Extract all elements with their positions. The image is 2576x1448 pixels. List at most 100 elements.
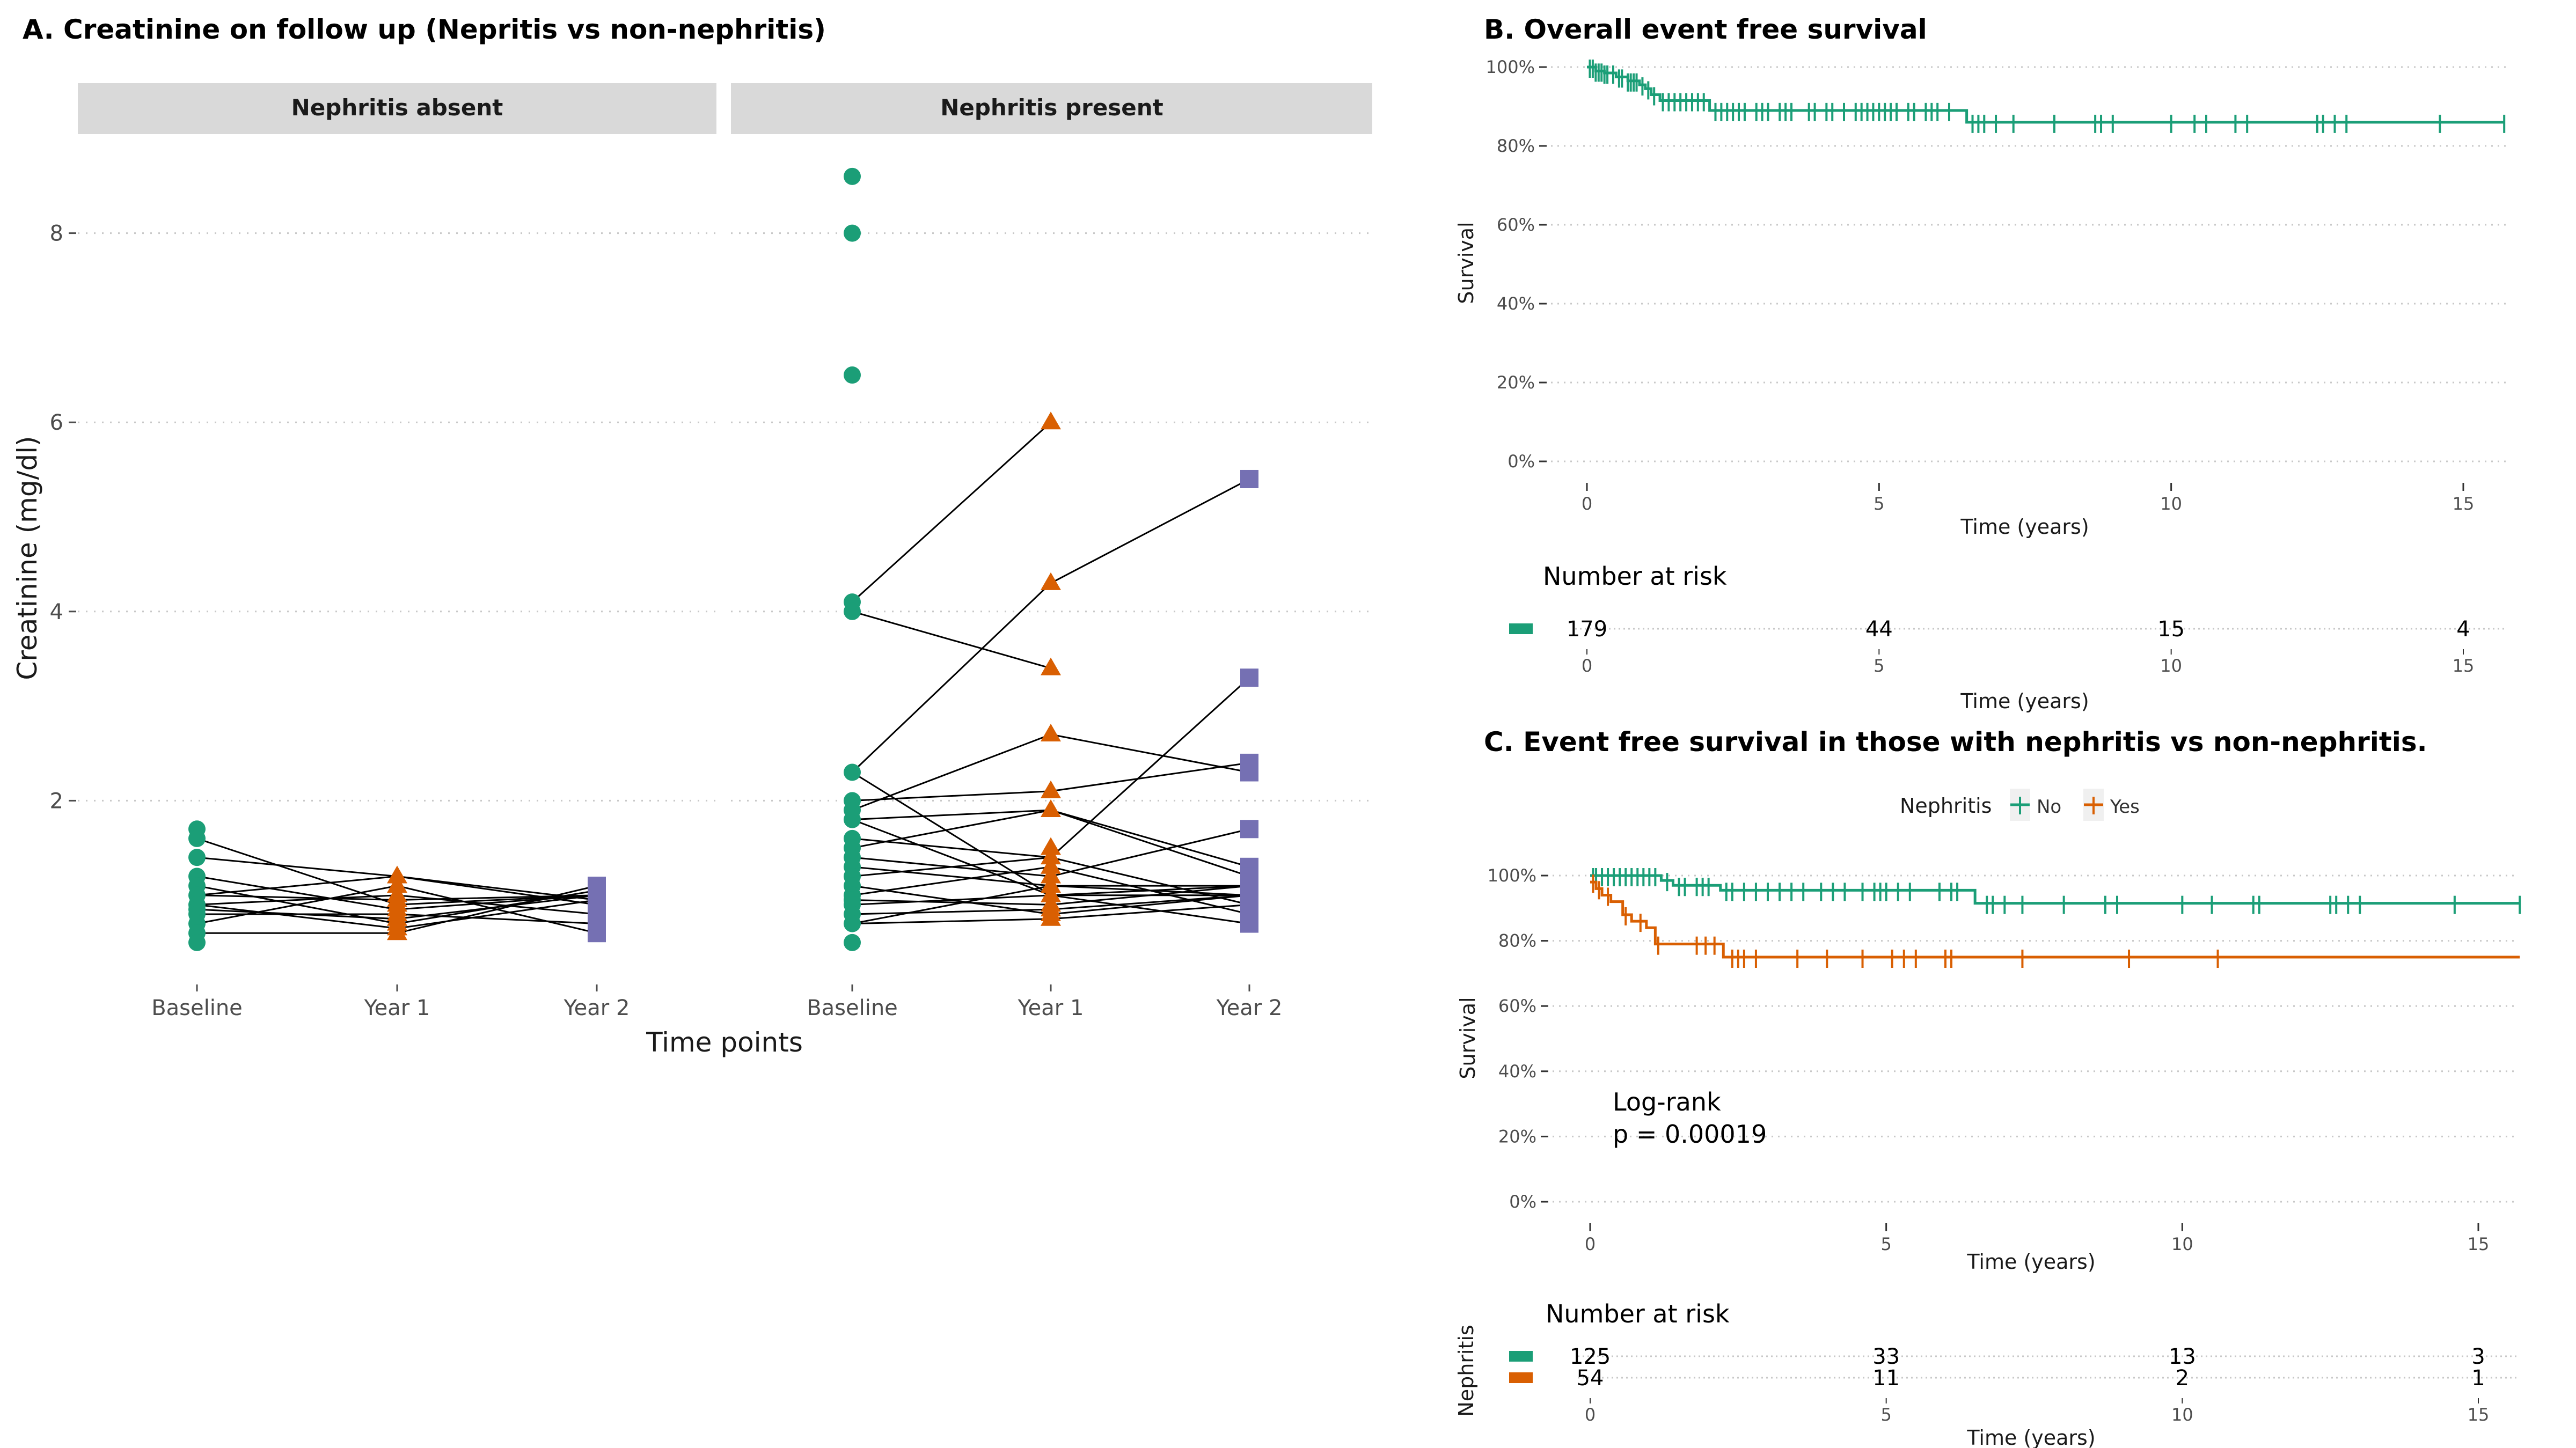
risk-x-tick-label: 0	[1585, 1405, 1596, 1425]
y-tick-label: 6	[50, 410, 63, 435]
panel-a-points	[188, 167, 1258, 951]
x-tick-label: 10	[2160, 494, 2182, 514]
x-tick-label: 15	[2453, 494, 2475, 514]
point-baseline	[844, 915, 861, 932]
point-year1	[1041, 908, 1061, 926]
panel-b-xlabel: Time (years)	[1960, 515, 2089, 539]
legend-label-no: No	[2037, 796, 2061, 818]
x-tick-label: Baseline	[807, 996, 898, 1020]
x-tick-label: 15	[2468, 1234, 2490, 1254]
panel-c-risk-table: 125 33 13 354 11 2 10 5 10 15	[1509, 1344, 2517, 1425]
point-year1	[1041, 780, 1061, 798]
km-curve-yes	[1590, 880, 2520, 959]
y-tick-label: 80%	[1497, 136, 1535, 156]
y-tick-label: 100%	[1486, 57, 1535, 77]
point-baseline	[844, 602, 861, 620]
y-tick-label: 100%	[1488, 865, 1536, 886]
point-baseline	[844, 224, 861, 242]
risk-count: 125	[1570, 1344, 1611, 1369]
risk-count: 3	[2471, 1344, 2485, 1369]
y-tick-label: 0%	[1509, 1192, 1536, 1212]
panel-c-risk-title: Number at risk	[1546, 1299, 1730, 1328]
x-tick-label: Baseline	[151, 996, 243, 1020]
point-year2	[1240, 820, 1258, 839]
point-year2	[1240, 668, 1258, 687]
panel-b-title: B. Overall event free survival	[1484, 14, 1927, 45]
point-baseline	[844, 366, 861, 384]
panel-c-legend: Nephritis No Yes	[1900, 789, 2140, 821]
x-tick-label: Year 1	[364, 996, 430, 1020]
facet-strip-absent	[78, 83, 716, 134]
risk-x-tick-label: 15	[2468, 1405, 2490, 1425]
point-year1	[1041, 799, 1061, 818]
trajectory-line	[852, 611, 1051, 670]
legend-key-yes-icon	[2084, 797, 2103, 814]
point-year1	[1041, 847, 1061, 865]
y-tick-label: 80%	[1498, 931, 1536, 951]
x-tick-label: 5	[1880, 1234, 1891, 1254]
point-year2	[1240, 763, 1258, 782]
risk-row-key	[1509, 1372, 1533, 1383]
panel-b-ylabel: Survival	[1454, 222, 1478, 304]
point-year1	[1041, 723, 1061, 741]
y-tick-label: 8	[50, 222, 63, 246]
risk-x-tick-label: 0	[1582, 656, 1592, 676]
trajectory-line	[851, 422, 1052, 603]
point-baseline	[188, 829, 206, 847]
point-year2	[1240, 914, 1258, 933]
point-year1	[1041, 572, 1061, 590]
risk-count: 1	[2471, 1366, 2485, 1391]
risk-x-tick-label: 10	[2160, 656, 2182, 676]
risk-count: 179	[1567, 617, 1607, 642]
x-tick-label: Year 2	[564, 996, 630, 1020]
x-tick-label: Year 2	[1216, 996, 1283, 1020]
risk-count: 54	[1577, 1366, 1604, 1391]
risk-count: 15	[2157, 617, 2185, 642]
risk-row-key	[1509, 1351, 1533, 1362]
legend-label-yes: Yes	[2110, 796, 2140, 818]
risk-x-tick-label: 5	[1874, 656, 1884, 676]
trajectory-line	[852, 677, 1250, 858]
panel-c-ylabel: Survival	[1456, 997, 1480, 1079]
panel-c-xlabel: Time (years)	[1966, 1250, 2095, 1274]
panel-c-plot: 0% 20% 40% 60% 80% 100% 0 5 10 15	[1488, 865, 2521, 1254]
risk-x-tick-label: 5	[1880, 1405, 1891, 1425]
point-year1	[387, 865, 407, 884]
legend-title: Nephritis	[1900, 794, 1992, 818]
y-tick-label: 20%	[1497, 372, 1535, 393]
km-curve-all	[1587, 65, 2505, 124]
risk-row-key	[1509, 623, 1533, 634]
logrank-pvalue: p = 0.00019	[1613, 1120, 1767, 1149]
y-tick-label: 4	[50, 600, 63, 624]
x-tick-label: Year 1	[1018, 996, 1084, 1020]
point-baseline	[844, 811, 861, 828]
panel-a-grid	[78, 232, 1372, 802]
y-tick-label: 0%	[1507, 451, 1535, 472]
point-baseline	[188, 934, 206, 951]
point-baseline	[844, 763, 861, 781]
km-curve-no	[1590, 874, 2520, 905]
facet-strip-present	[731, 83, 1372, 134]
point-baseline	[188, 849, 206, 866]
point-baseline	[844, 167, 861, 185]
panel-c-risk-ylabel: Nephritis	[1454, 1325, 1478, 1416]
risk-count: 11	[1872, 1366, 1900, 1391]
risk-x-tick-label: 15	[2453, 656, 2475, 676]
risk-count: 44	[1865, 617, 1893, 642]
x-tick-label: 0	[1582, 494, 1592, 514]
panel-b-risk-xlabel: Time (years)	[1960, 689, 2089, 713]
point-year1	[1041, 411, 1061, 430]
panel-a-trajectories	[196, 422, 1250, 934]
facet-label-absent: Nephritis absent	[291, 94, 503, 121]
logrank-label: Log-rank	[1613, 1087, 1721, 1116]
legend-key-no-icon	[2010, 797, 2030, 814]
point-year1	[387, 922, 407, 940]
panel-b-plot: 0% 20% 40% 60% 80% 100% 0 5 10 15	[1486, 57, 2506, 514]
x-tick-label: 0	[1585, 1234, 1596, 1254]
x-tick-label: 10	[2171, 1234, 2193, 1254]
y-tick-label: 40%	[1497, 293, 1535, 314]
y-tick-label: 60%	[1498, 996, 1536, 1016]
point-year1	[1041, 837, 1061, 855]
point-year1	[1041, 657, 1061, 675]
